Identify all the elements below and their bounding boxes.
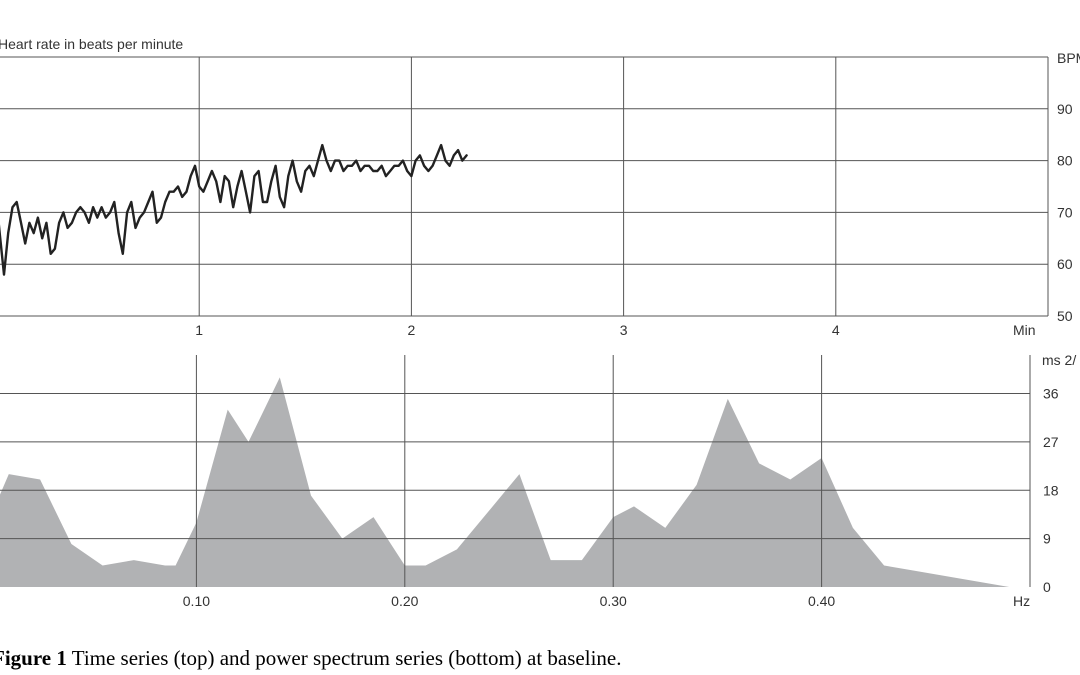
figure-caption: Figure 1 Time series (top) and power spe… [0, 646, 621, 671]
heart-rate-chart: Heart rate in beats per minute 50 60 70 80 9… [0, 36, 1080, 338]
chart-title: Heart rate in beats per minute [0, 36, 183, 52]
y-tick-label: 60 [1057, 256, 1073, 272]
caption-text: Time series (top) and power spectrum ser… [66, 646, 622, 670]
x-tick-label: 0.20 [391, 593, 418, 609]
y-tick-label: 90 [1057, 101, 1073, 117]
x-axis-unit-label: Min [1013, 322, 1036, 338]
x-axis-unit-label: Hz [1013, 593, 1030, 609]
y-tick-label: 50 [1057, 308, 1073, 324]
y-tick-label: 36 [1043, 386, 1059, 402]
y-tick-label: 18 [1043, 482, 1059, 498]
x-tick-label: 0.40 [808, 593, 835, 609]
heart-rate-line [0, 143, 468, 276]
x-tick-label: 4 [832, 322, 840, 338]
heart-rate-tick-labels: 50 60 70 80 90 1 2 3 4 [195, 101, 1072, 338]
heart-rate-grid [0, 56, 1049, 317]
x-tick-label: 3 [620, 322, 628, 338]
power-spectrum-series [0, 377, 1030, 587]
y-tick-label: 80 [1057, 153, 1073, 169]
y-tick-label: 27 [1043, 434, 1059, 450]
x-tick-label: 0.30 [600, 593, 627, 609]
x-tick-label: 2 [408, 322, 416, 338]
power-spectrum-area [0, 377, 1030, 587]
x-tick-label: 0.10 [183, 593, 210, 609]
y-axis-unit-label: ms 2/ [1042, 352, 1076, 368]
heart-rate-series [0, 143, 468, 276]
figure: Heart rate in beats per minute 50 60 70 80 9… [0, 36, 1080, 609]
caption-label: Figure 1 [0, 646, 67, 670]
y-axis-unit-label: BPM [1057, 50, 1080, 66]
y-tick-label: 70 [1057, 204, 1073, 220]
x-tick-label: 1 [195, 322, 203, 338]
y-tick-label: 0 [1043, 579, 1051, 595]
power-spectrum-grid [0, 355, 1031, 587]
y-tick-label: 9 [1043, 531, 1051, 547]
